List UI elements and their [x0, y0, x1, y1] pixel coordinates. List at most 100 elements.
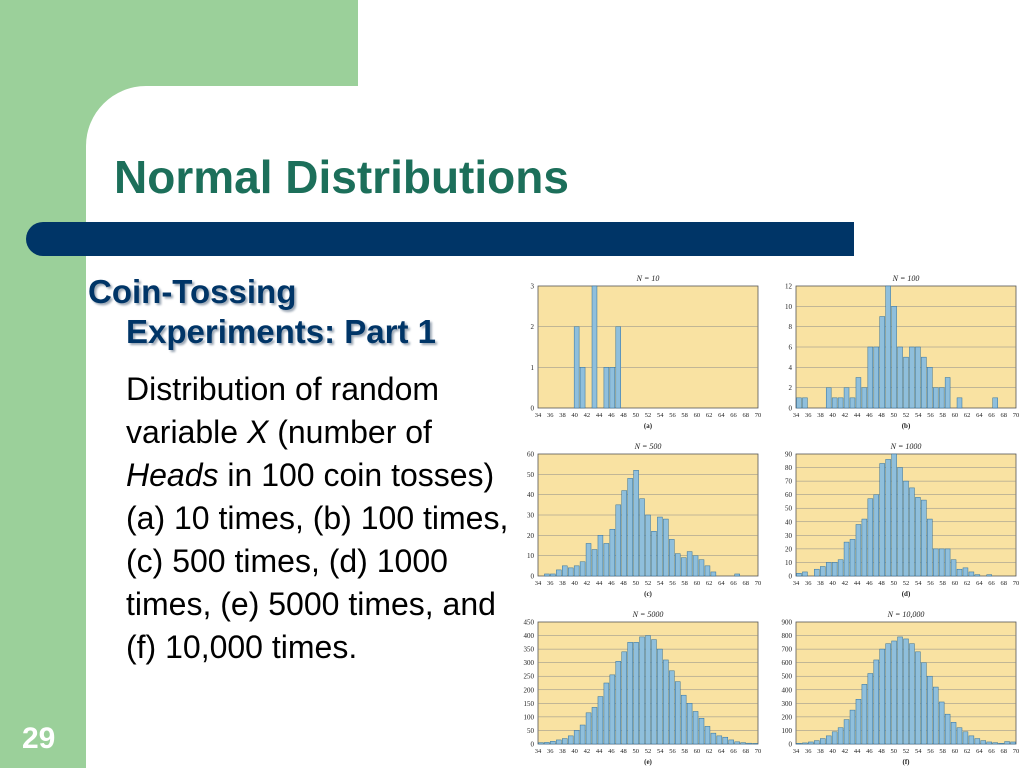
x-tick-label: 70 — [755, 748, 762, 755]
histogram-bar — [814, 740, 820, 745]
body-variable: X — [246, 414, 269, 450]
x-tick-label: 42 — [842, 412, 849, 419]
histogram-bar — [710, 571, 717, 577]
x-tick-label: 56 — [669, 580, 676, 587]
histogram-bar — [686, 551, 693, 577]
histogram-bar — [615, 661, 621, 745]
y-tick-label: 50 — [527, 727, 535, 735]
x-tick-label: 44 — [854, 748, 861, 755]
histogram-bar — [927, 518, 933, 577]
body-post: in 100 coin tosses) (a) 10 times, (b) 10… — [126, 457, 509, 665]
x-tick-label: 66 — [730, 580, 737, 587]
histogram-bar — [734, 573, 740, 577]
histogram-bar — [921, 499, 927, 577]
histogram-bar — [609, 367, 616, 409]
histogram-bar — [639, 498, 645, 577]
histogram-bar — [633, 642, 639, 745]
histogram-bar — [609, 528, 616, 577]
histogram-bar — [921, 662, 927, 745]
histogram-bar — [891, 306, 897, 409]
histogram-bar — [567, 567, 574, 577]
histogram-bar — [855, 699, 862, 745]
x-tick-label: 68 — [743, 748, 750, 755]
y-tick-label: 150 — [524, 700, 535, 708]
y-tick-label: 60 — [527, 451, 535, 459]
histogram-bar — [831, 731, 838, 745]
y-tick-label: 200 — [782, 713, 793, 721]
x-tick-label: 60 — [694, 580, 701, 587]
histogram-bar — [573, 565, 580, 577]
histogram-bar — [950, 559, 957, 577]
histogram-bar — [915, 651, 921, 745]
x-tick-label: 54 — [657, 748, 664, 755]
x-tick-label: 44 — [596, 580, 603, 587]
y-tick-label: 100 — [524, 713, 535, 721]
histogram-bar — [861, 387, 868, 409]
header-corner-background — [358, 0, 1024, 86]
histogram-bar — [837, 397, 844, 409]
x-tick-label: 68 — [1001, 748, 1008, 755]
histogram-bar — [968, 571, 975, 577]
x-tick-label: 54 — [915, 748, 922, 755]
x-tick-label: 58 — [939, 580, 946, 587]
x-tick-label: 46 — [608, 580, 615, 587]
histogram-bar — [962, 731, 969, 745]
histogram-bar — [968, 735, 975, 745]
x-tick-label: 38 — [817, 580, 824, 587]
chart-title: N = 5000 — [632, 610, 664, 619]
histogram-bar — [597, 535, 604, 577]
histogram-bar — [962, 567, 969, 577]
histogram-bar — [651, 531, 657, 577]
x-tick-label: 50 — [633, 748, 640, 755]
histogram-bar — [603, 543, 610, 577]
histogram-bar — [897, 467, 903, 577]
histogram-bar — [796, 397, 802, 409]
histogram-bar — [591, 285, 598, 409]
y-tick-label: 70 — [785, 478, 793, 486]
histogram-bar — [820, 738, 826, 745]
histogram-bar — [849, 709, 856, 745]
histogram-bar — [579, 367, 586, 409]
y-tick-label: 50 — [785, 505, 793, 513]
histogram-bar — [710, 732, 717, 745]
x-tick-label: 46 — [866, 580, 873, 587]
histogram-bar — [615, 326, 621, 409]
x-tick-label: 48 — [620, 748, 627, 755]
histogram-bar — [849, 539, 856, 577]
x-tick-label: 50 — [633, 412, 640, 419]
y-tick-label: 900 — [782, 619, 793, 627]
histogram-bar — [657, 516, 663, 577]
histogram-bar — [627, 642, 633, 745]
histogram-bar — [944, 548, 951, 577]
x-tick-label: 56 — [669, 748, 676, 755]
histogram-bar — [615, 504, 621, 577]
x-tick-label: 66 — [988, 748, 995, 755]
histogram-bar — [938, 387, 945, 409]
histogram-bar — [843, 541, 850, 577]
histogram-bar — [609, 674, 616, 745]
histogram-bar — [861, 518, 868, 577]
x-tick-label: 64 — [718, 748, 725, 755]
x-tick-label: 36 — [547, 580, 554, 587]
x-tick-label: 34 — [535, 748, 542, 755]
histogram-bar — [680, 557, 687, 577]
x-tick-label: 34 — [535, 580, 542, 587]
x-tick-label: 56 — [927, 580, 934, 587]
y-tick-label: 800 — [782, 632, 793, 640]
histogram-bar — [651, 639, 657, 745]
y-tick-label: 300 — [782, 700, 793, 708]
chart-caption: (a) — [644, 422, 653, 430]
histogram-bar — [591, 549, 598, 577]
histogram-bar — [621, 651, 627, 745]
y-tick-label: 250 — [524, 673, 535, 681]
histogram-bar — [663, 518, 669, 577]
histogram-bar — [716, 735, 723, 745]
histogram-bar — [927, 675, 933, 745]
x-tick-label: 36 — [547, 412, 554, 419]
chart-caption: (b) — [902, 422, 911, 430]
x-tick-label: 66 — [730, 412, 737, 419]
histogram-bar — [837, 559, 844, 577]
x-tick-label: 68 — [743, 412, 750, 419]
x-tick-label: 42 — [584, 580, 591, 587]
